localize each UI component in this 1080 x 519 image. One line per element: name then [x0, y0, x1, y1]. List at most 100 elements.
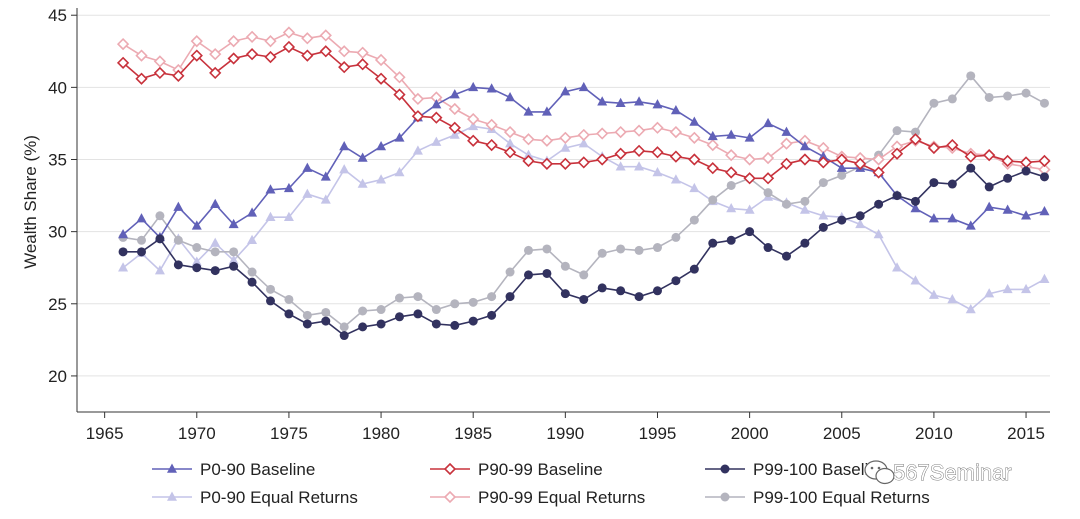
- data-point: [430, 111, 443, 124]
- data-point: [468, 297, 478, 307]
- series-line: [122, 31, 1045, 171]
- data-point: [836, 162, 847, 172]
- series-p90-99-baseline: [116, 40, 1051, 185]
- data-point: [523, 270, 533, 280]
- data-point: [910, 203, 921, 213]
- legend-swatch-marker: [167, 463, 177, 473]
- data-point: [726, 180, 736, 190]
- data-point: [743, 172, 756, 185]
- data-point: [929, 178, 939, 188]
- data-point: [356, 46, 369, 59]
- data-point: [468, 120, 479, 131]
- data-point: [321, 307, 331, 317]
- data-point: [302, 310, 312, 320]
- data-point: [228, 255, 239, 265]
- data-point: [632, 144, 646, 157]
- data-point: [467, 112, 480, 126]
- data-point: [376, 141, 387, 151]
- legend-swatch-marker: [443, 462, 457, 476]
- data-point: [966, 71, 976, 81]
- data-point: [579, 294, 589, 304]
- data-point: [689, 264, 699, 274]
- data-point: [431, 305, 441, 315]
- data-point: [468, 81, 479, 92]
- data-point: [1038, 154, 1051, 168]
- data-point: [505, 267, 515, 277]
- data-point: [725, 166, 738, 179]
- data-point: [283, 182, 294, 193]
- data-point: [781, 126, 792, 136]
- data-point: [282, 40, 296, 54]
- data-point: [393, 88, 406, 101]
- data-point: [172, 69, 185, 82]
- legend-label: P0-90 Baseline: [200, 460, 315, 479]
- data-point: [854, 157, 867, 170]
- legend-label: P0-90 Equal Returns: [200, 488, 358, 507]
- data-point: [577, 128, 590, 142]
- data-point: [1021, 88, 1031, 98]
- data-point: [540, 157, 554, 170]
- data-point: [431, 319, 441, 329]
- data-point: [596, 153, 609, 166]
- data-point: [927, 141, 941, 155]
- data-point: [338, 45, 351, 58]
- data-point: [320, 194, 331, 204]
- data-point: [984, 92, 994, 102]
- data-point: [671, 232, 681, 242]
- data-point: [210, 198, 221, 208]
- data-point: [798, 153, 812, 166]
- data-point: [284, 294, 294, 304]
- data-point: [670, 174, 681, 184]
- data-point: [799, 204, 810, 214]
- data-point: [965, 220, 976, 230]
- legend-label: P99-100 Equal Returns: [753, 488, 930, 507]
- data-point: [910, 127, 920, 137]
- data-point: [706, 162, 719, 175]
- data-point: [651, 121, 664, 134]
- data-point: [597, 283, 607, 293]
- y-tick-label: 25: [48, 295, 67, 314]
- data-point: [632, 124, 646, 137]
- data-point: [837, 170, 847, 180]
- legend-label: P90-99 Baseline: [478, 460, 603, 479]
- x-tick-label: 2015: [1007, 424, 1045, 443]
- data-point: [505, 91, 516, 102]
- data-point: [597, 96, 608, 106]
- data-point: [560, 142, 571, 152]
- data-point: [559, 157, 572, 170]
- data-point: [357, 152, 368, 162]
- data-point: [118, 262, 129, 272]
- data-point: [358, 322, 368, 332]
- y-tick-label: 45: [48, 6, 67, 25]
- data-point: [1021, 283, 1032, 294]
- data-point: [671, 276, 681, 286]
- x-tick-label: 1990: [546, 424, 584, 443]
- data-point: [763, 188, 773, 198]
- data-point: [319, 45, 332, 58]
- data-point: [761, 172, 775, 185]
- data-point: [541, 106, 552, 116]
- data-point: [411, 92, 425, 106]
- data-point: [872, 166, 885, 179]
- data-point: [615, 161, 626, 171]
- data-point: [928, 213, 939, 223]
- legend-item: P90-99 Equal Returns: [430, 488, 645, 507]
- data-point: [282, 26, 296, 39]
- data-point: [487, 292, 497, 302]
- data-point: [376, 174, 387, 184]
- data-point: [800, 238, 810, 248]
- data-point: [669, 125, 683, 139]
- data-point: [339, 322, 349, 332]
- data-point: [485, 118, 498, 132]
- data-point: [210, 237, 221, 247]
- data-point: [763, 117, 774, 128]
- data-point: [1001, 154, 1014, 168]
- data-point: [431, 136, 442, 146]
- data-point: [173, 235, 183, 245]
- data-point: [265, 211, 276, 221]
- legend-item: P0-90 Baseline: [152, 460, 315, 479]
- data-point: [191, 256, 202, 266]
- legend-item: P90-99 Baseline: [430, 460, 603, 479]
- data-point: [505, 292, 515, 302]
